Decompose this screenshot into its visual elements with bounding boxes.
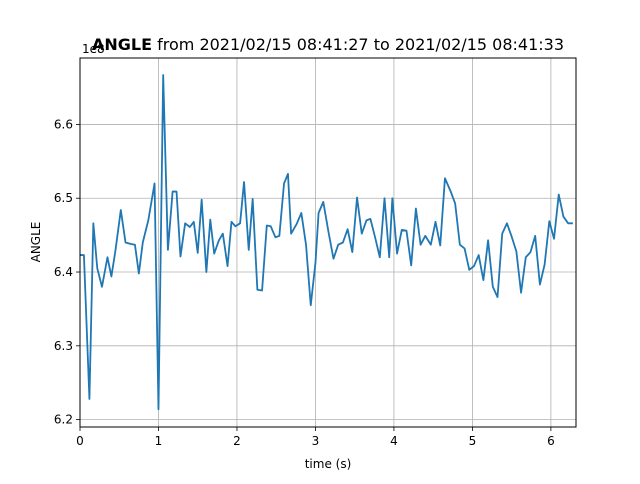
angle-series-line	[80, 74, 573, 411]
plot-frame	[79, 57, 577, 428]
chart-title-bold: ANGLE	[92, 35, 152, 54]
y-tick-label: 6.5	[54, 191, 73, 205]
x-tick-label: 0	[76, 434, 84, 448]
x-tick-label: 5	[469, 434, 477, 448]
x-axis-label: time (s)	[305, 457, 352, 471]
ticks: 0 1 2 3 4 5 6 6.2 6.3 6.4 6.5 6.6	[54, 117, 555, 448]
y-tick-label: 6.3	[54, 339, 73, 353]
x-tick-label: 6	[547, 434, 555, 448]
chart-title-rest: from 2021/02/15 08:41:27 to 2021/02/15 0…	[152, 35, 564, 54]
y-tick-label: 6.6	[54, 117, 73, 131]
chart-title: ANGLE from 2021/02/15 08:41:27 to 2021/0…	[92, 35, 564, 54]
y-tick-label: 6.2	[54, 413, 73, 427]
x-tick-label: 1	[155, 434, 163, 448]
x-tick-label: 3	[312, 434, 320, 448]
x-tick-label: 4	[390, 434, 398, 448]
y-axis-label: ANGLE	[29, 222, 43, 263]
y-offset-label: 1e8	[82, 42, 105, 56]
y-tick-label: 6.4	[54, 265, 73, 279]
series-layer	[80, 74, 573, 411]
x-tick-label: 2	[233, 434, 241, 448]
